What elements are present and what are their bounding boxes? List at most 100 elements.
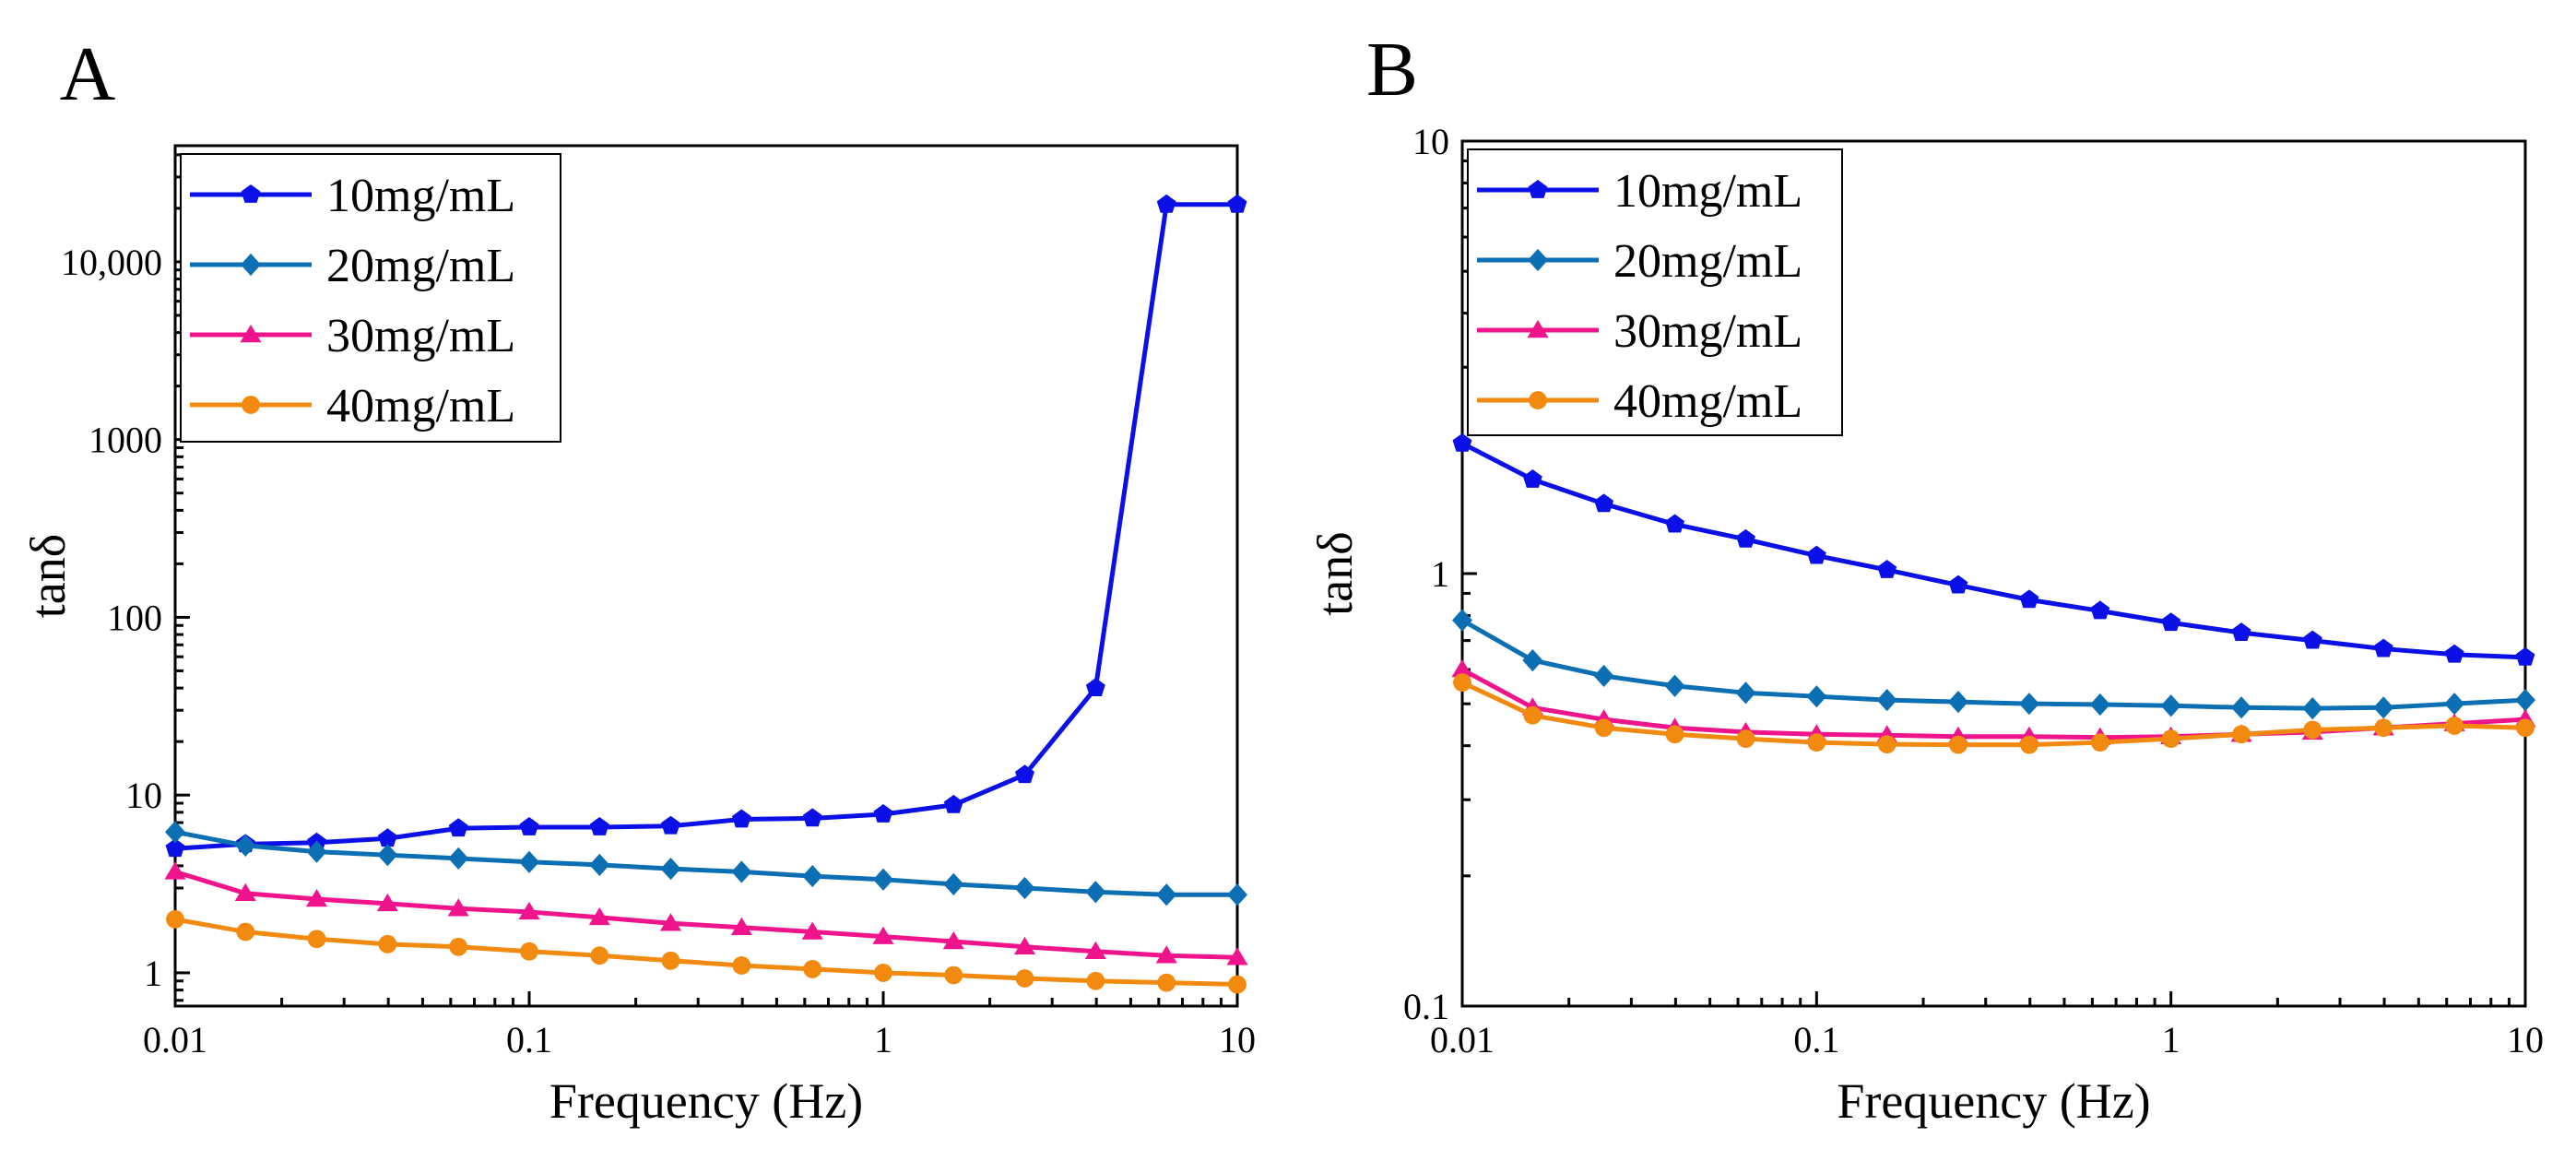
plot-frame bbox=[173, 144, 1239, 1008]
data-point bbox=[2019, 735, 2038, 754]
data-point bbox=[1806, 545, 1826, 564]
x-tick-label: 1 bbox=[2162, 1019, 2180, 1060]
data-point bbox=[1453, 673, 1471, 692]
y-axis-title: tanδ bbox=[1307, 531, 1363, 615]
legend-label: 20mg/mL bbox=[1613, 235, 1802, 288]
data-point bbox=[165, 838, 185, 858]
x-tick-label: 0.1 bbox=[1793, 1019, 1839, 1060]
data-point bbox=[873, 868, 893, 891]
series-line bbox=[174, 829, 1237, 897]
data-point bbox=[2160, 694, 2181, 717]
data-point bbox=[942, 930, 964, 950]
data-point bbox=[166, 910, 184, 929]
data-point bbox=[1156, 883, 1177, 906]
data-point bbox=[519, 850, 539, 873]
data-point bbox=[2515, 689, 2535, 712]
data-point bbox=[1594, 718, 1613, 738]
data-point bbox=[731, 809, 751, 828]
data-point bbox=[2444, 644, 2464, 663]
data-point bbox=[1226, 947, 1248, 966]
data-point bbox=[1227, 194, 1247, 213]
y-tick-label: 0.1 bbox=[1403, 986, 1449, 1027]
data-point bbox=[165, 821, 185, 844]
data-point bbox=[1451, 659, 1473, 678]
data-point bbox=[1452, 432, 1472, 452]
y-tick-label: 1 bbox=[144, 953, 162, 994]
series-40mg/mL bbox=[1453, 673, 2535, 754]
data-point bbox=[874, 964, 892, 982]
y-tick-label: 10 bbox=[1412, 121, 1449, 162]
legend-marker bbox=[241, 184, 261, 203]
data-point bbox=[1155, 945, 1177, 964]
legend-marker bbox=[1527, 320, 1549, 338]
data-point bbox=[1085, 678, 1105, 697]
data-point bbox=[1806, 685, 1827, 708]
data-point bbox=[1877, 735, 1897, 754]
data-point bbox=[1736, 729, 1755, 749]
data-point bbox=[2090, 600, 2110, 620]
data-point bbox=[1086, 971, 1105, 990]
series-30mg/mL bbox=[164, 861, 1248, 966]
legend-marker bbox=[240, 325, 262, 343]
data-point bbox=[1736, 528, 1755, 548]
data-point bbox=[2373, 696, 2394, 719]
legend-box bbox=[180, 153, 561, 443]
series-line bbox=[1460, 618, 2526, 711]
data-point bbox=[730, 917, 752, 935]
y-tick-label: 1 bbox=[1431, 553, 1449, 595]
data-point bbox=[660, 857, 681, 881]
data-point bbox=[1735, 681, 1756, 705]
data-point bbox=[589, 853, 610, 876]
x-tick-label: 10 bbox=[1219, 1019, 1256, 1060]
data-point bbox=[2302, 697, 2323, 720]
legend-box bbox=[1467, 148, 1843, 436]
data-point bbox=[2231, 622, 2251, 641]
data-point bbox=[448, 818, 468, 837]
data-point bbox=[2516, 718, 2535, 738]
series-line bbox=[1460, 441, 2526, 660]
series-20mg/mL bbox=[1452, 609, 2535, 720]
x-axis-title: Frequency (Hz) bbox=[549, 1073, 863, 1129]
data-point bbox=[2090, 733, 2109, 752]
data-point bbox=[803, 959, 822, 978]
data-point bbox=[1227, 883, 1247, 906]
data-point bbox=[801, 921, 823, 940]
data-point bbox=[1228, 975, 1247, 994]
legend: 10mg/mL 20mg/mL 30mg/mL 40mg/mL bbox=[180, 153, 561, 443]
data-point bbox=[236, 922, 255, 942]
data-point bbox=[2515, 646, 2535, 666]
data-point bbox=[1015, 764, 1034, 784]
y-axis-title: tanδ bbox=[20, 534, 76, 618]
data-point bbox=[2232, 725, 2251, 744]
data-point bbox=[2302, 630, 2322, 649]
legend-marker bbox=[1528, 248, 1548, 272]
data-point bbox=[1947, 691, 1968, 714]
data-point bbox=[1593, 664, 1614, 688]
legend-label: 30mg/mL bbox=[1613, 305, 1802, 358]
data-point bbox=[1156, 194, 1176, 213]
panel-label: B bbox=[1366, 27, 1418, 113]
data-point bbox=[661, 951, 680, 970]
series-line bbox=[174, 202, 1237, 851]
data-point bbox=[1522, 469, 1542, 488]
data-point bbox=[943, 872, 964, 895]
data-point bbox=[447, 898, 469, 917]
legend: 10mg/mL 20mg/mL 30mg/mL 40mg/mL bbox=[1467, 148, 1843, 436]
data-point bbox=[2303, 720, 2322, 740]
data-point bbox=[1522, 649, 1543, 672]
series-line bbox=[174, 917, 1238, 988]
data-point bbox=[1013, 936, 1036, 955]
panel-label: A bbox=[60, 31, 116, 117]
data-point bbox=[943, 794, 963, 813]
data-point bbox=[2161, 612, 2181, 632]
data-point bbox=[1594, 493, 1614, 513]
series-40mg/mL bbox=[166, 910, 1247, 994]
data-point bbox=[731, 860, 752, 883]
data-point bbox=[1084, 941, 1106, 959]
data-point bbox=[1014, 876, 1035, 900]
data-point bbox=[377, 828, 397, 847]
data-point bbox=[2161, 729, 2180, 749]
data-point bbox=[2373, 638, 2393, 658]
